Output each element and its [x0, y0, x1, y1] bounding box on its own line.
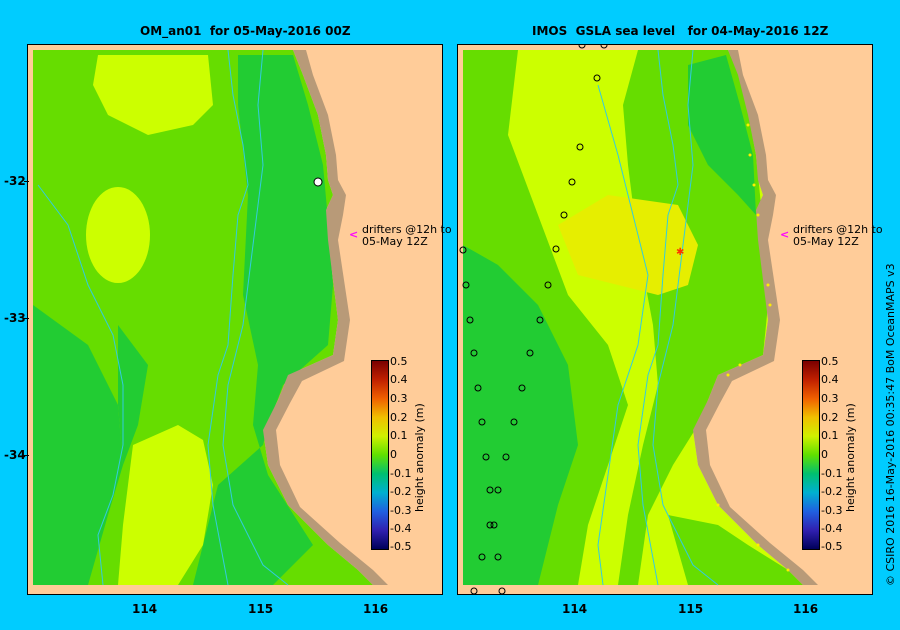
- right-x-label-1: 115: [678, 602, 704, 616]
- sea-mid-band: [463, 50, 628, 585]
- bathymetry-line: [637, 49, 679, 586]
- sea-low-east: [193, 55, 333, 585]
- left-colorbar-title: height anomaly (m): [413, 403, 426, 512]
- y-tick: [24, 318, 29, 319]
- left-map-canvas: [28, 45, 442, 594]
- sea-high-north: [93, 55, 213, 135]
- left-x-label-0: 114: [132, 602, 158, 616]
- left-drifter-note: drifters @12h to 05-May 12Z: [362, 223, 452, 248]
- right-colorbar-title: height anomaly (m): [844, 403, 857, 512]
- svg-text:✱: ✱: [676, 247, 684, 258]
- right-x-label-2: 116: [793, 602, 819, 616]
- sea-high-mid: [86, 187, 150, 283]
- sea-low-west: [33, 305, 123, 585]
- left-map-panel: [27, 44, 443, 595]
- left-x-label-2: 116: [363, 602, 389, 616]
- right-panel-title: IMOS GSLA sea level for 04-May-2016 12Z: [532, 24, 829, 38]
- left-drifter-arrow-icon: <: [349, 228, 359, 241]
- bathymetry-line: [207, 49, 249, 586]
- y-label-2: -34: [4, 448, 26, 462]
- bathymetry-line: [652, 49, 719, 586]
- right-drifter-arrow-icon: <: [780, 228, 790, 241]
- y-label-0: -32: [4, 174, 26, 188]
- bathymetry-line: [597, 84, 649, 586]
- sea-high-south: [118, 425, 213, 585]
- altimeter-track: [459, 45, 608, 594]
- left-x-label-1: 115: [248, 602, 274, 616]
- right-colorbar: [802, 360, 820, 550]
- bathymetry-line: [222, 49, 289, 586]
- drifter-dots: [716, 123, 790, 572]
- right-drifter-note: drifters @12h to 05-May 12Z: [793, 223, 883, 248]
- bathymetry-line: [37, 184, 124, 586]
- credit-text: © CSIRO 2016 16-May-2016 00:35:47 BoM Oc…: [884, 263, 897, 586]
- y-label-1: -33: [4, 311, 26, 325]
- right-x-label-0: 114: [562, 602, 588, 616]
- y-tick: [24, 181, 29, 182]
- y-tick: [24, 455, 29, 456]
- left-colorbar: [371, 360, 389, 550]
- left-panel-title: OM_an01 for 05-May-2016 00Z: [140, 24, 351, 38]
